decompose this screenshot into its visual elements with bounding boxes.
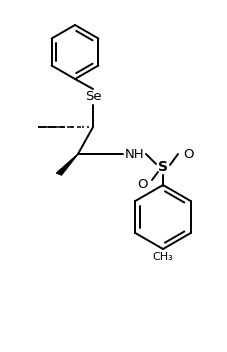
Text: Se: Se <box>85 90 101 103</box>
Text: CH₃: CH₃ <box>153 252 173 262</box>
Text: O: O <box>183 147 193 161</box>
Text: S: S <box>158 160 168 174</box>
Text: NH: NH <box>125 147 145 161</box>
Polygon shape <box>57 154 78 175</box>
Text: O: O <box>138 177 148 190</box>
